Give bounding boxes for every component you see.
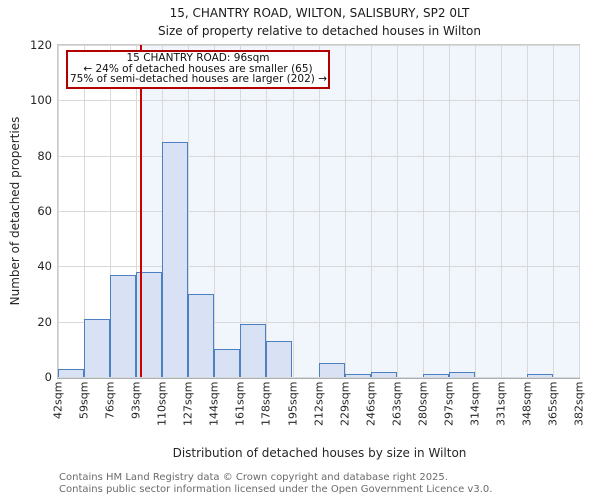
annotation-line-3: 75% of semi-detached houses are larger (… <box>70 73 327 86</box>
x-tick-label: 195sqm <box>286 381 299 426</box>
vertical-gridline <box>579 45 580 377</box>
x-tick-label: 110sqm <box>155 381 169 426</box>
chart-title: 15, CHANTRY ROAD, WILTON, SALISBURY, SP2… <box>169 6 470 20</box>
histogram-bar <box>240 324 267 377</box>
histogram-bar <box>110 274 137 377</box>
x-axis-label: Distribution of detached houses by size … <box>172 446 467 460</box>
histogram-bar <box>526 374 553 377</box>
x-tick-label: 93sqm <box>129 381 143 419</box>
histogram-bar <box>188 294 215 377</box>
chart-subtitle: Size of property relative to detached ho… <box>158 24 481 38</box>
x-tick-label: 127sqm <box>181 381 195 426</box>
histogram-bar <box>214 349 241 377</box>
y-tick-label: 80 <box>37 148 52 163</box>
x-tick-label: 144sqm <box>207 381 221 426</box>
histogram-bar <box>370 371 397 377</box>
histogram-bar <box>162 141 189 377</box>
x-tick-label: 348sqm <box>520 381 534 426</box>
horizontal-gridline <box>58 211 579 212</box>
y-tick-label: 0 <box>44 370 52 384</box>
property-annotation-box: 15 CHANTRY ROAD: 96sqm ← 24% of detached… <box>66 50 330 89</box>
x-tick-label: 365sqm <box>546 381 560 426</box>
y-tick-label: 120 <box>30 38 52 52</box>
horizontal-gridline <box>58 377 579 378</box>
horizontal-gridline <box>58 321 579 323</box>
x-tick-label: 42sqm <box>51 381 65 419</box>
x-tick-label: 314sqm <box>468 381 482 426</box>
horizontal-gridline <box>58 100 579 102</box>
x-tick-label: 382sqm <box>572 381 586 426</box>
x-tick-label: 59sqm <box>77 381 91 419</box>
y-tick-label: 20 <box>37 314 52 329</box>
x-tick-label: 331sqm <box>494 381 508 426</box>
x-tick-label: 212sqm <box>312 381 325 426</box>
histogram-bar <box>58 368 85 377</box>
x-tick-label: 76sqm <box>103 381 117 419</box>
histogram-bar <box>448 371 475 377</box>
histogram-bar <box>422 374 449 377</box>
horizontal-gridline <box>58 155 579 157</box>
x-tick-label: 263sqm <box>390 381 404 426</box>
horizontal-gridline <box>58 266 579 268</box>
property-size-marker-line <box>139 45 142 377</box>
horizontal-gridline <box>58 45 579 46</box>
x-tick-label: 178sqm <box>259 381 273 426</box>
histogram-plot: 15 CHANTRY ROAD: 96sqm ← 24% of detached… <box>57 44 580 379</box>
x-tick-label: 161sqm <box>233 381 247 426</box>
histogram-bar <box>318 363 345 377</box>
annotation-line-2: ← 24% of detached houses are smaller (65… <box>83 62 313 75</box>
histogram-bar <box>344 374 371 377</box>
footer-line-2: Contains public sector information licen… <box>59 484 493 495</box>
license-footer: Contains HM Land Registry data © Crown c… <box>59 472 492 496</box>
y-tick-label: 40 <box>37 259 52 274</box>
x-tick-label: 229sqm <box>338 381 352 426</box>
annotation-line-1: 15 CHANTRY ROAD: 96sqm <box>126 52 270 64</box>
x-tick-label: 297sqm <box>442 381 456 426</box>
y-tick-label: 100 <box>30 93 52 108</box>
histogram-bar <box>84 318 111 377</box>
footer-line-1: Contains HM Land Registry data © Crown c… <box>59 472 448 483</box>
x-tick-label: 246sqm <box>364 381 378 426</box>
histogram-bar <box>266 341 293 377</box>
y-tick-label: 60 <box>37 204 52 218</box>
x-tick-label: 280sqm <box>416 381 430 426</box>
